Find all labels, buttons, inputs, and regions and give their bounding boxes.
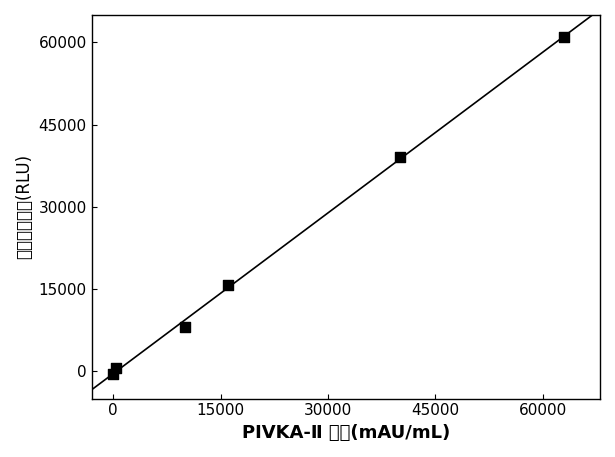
Point [111,364,121,372]
Point [559,33,569,41]
Point [395,154,405,161]
Point [108,370,118,377]
Y-axis label: 相对发光強度(RLU): 相对发光強度(RLU) [15,154,33,260]
X-axis label: PIVKA-Ⅱ 浓度(mAU/mL): PIVKA-Ⅱ 浓度(mAU/mL) [242,424,450,442]
Point [180,324,189,331]
Point [223,282,232,289]
